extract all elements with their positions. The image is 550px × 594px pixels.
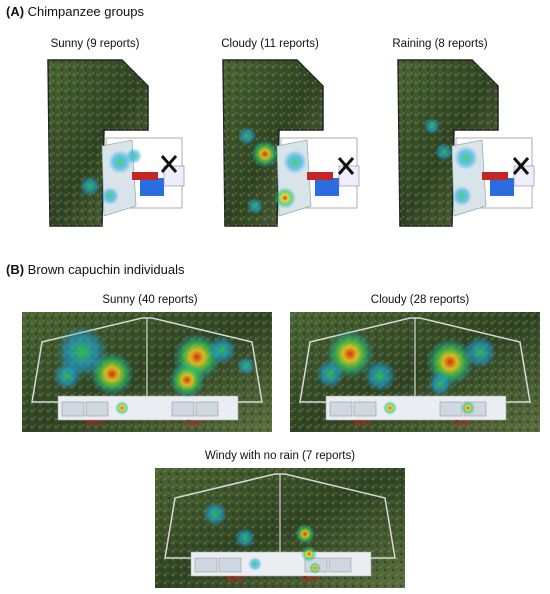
closed-x-icon bbox=[512, 157, 530, 175]
chimp-map-cloudy bbox=[215, 56, 365, 232]
chimp-map-sunny bbox=[40, 56, 190, 232]
capuchin-caption-sunny: Sunny (40 reports) bbox=[102, 294, 198, 306]
east-label: East bbox=[187, 420, 202, 427]
section-a-text: Chimpanzee groups bbox=[27, 4, 145, 19]
pool-area bbox=[140, 178, 164, 196]
east-label: East bbox=[455, 420, 470, 427]
closed-x-icon bbox=[337, 157, 355, 175]
west-label: West bbox=[354, 420, 371, 427]
capuchin-map-cloudy: West East bbox=[290, 312, 540, 432]
section-b-title: (B) Brown capuchin individuals bbox=[6, 262, 184, 277]
capuchin-map-sunny: West East bbox=[22, 312, 272, 432]
capuchin-caption-cloudy: Cloudy (28 reports) bbox=[370, 294, 470, 306]
west-label: West bbox=[227, 576, 244, 583]
section-b-text: Brown capuchin individuals bbox=[27, 262, 185, 277]
capuchin-caption-windy: Windy with no rain (7 reports) bbox=[204, 450, 356, 462]
capuchin-map-windy: West East bbox=[155, 468, 405, 588]
chimp-map-raining bbox=[390, 56, 540, 232]
chimp-caption-raining: Raining (8 reports) bbox=[392, 38, 488, 50]
chimp-caption-sunny: Sunny (9 reports) bbox=[50, 38, 140, 50]
closed-x-icon bbox=[160, 155, 178, 173]
section-a-title: (A) Chimpanzee groups bbox=[6, 4, 144, 19]
east-label: East bbox=[303, 576, 318, 583]
chimp-caption-cloudy: Cloudy (11 reports) bbox=[221, 38, 319, 50]
section-a-label: (A) bbox=[6, 4, 25, 19]
section-b-label: (B) bbox=[6, 262, 25, 277]
west-label: West bbox=[86, 420, 103, 427]
